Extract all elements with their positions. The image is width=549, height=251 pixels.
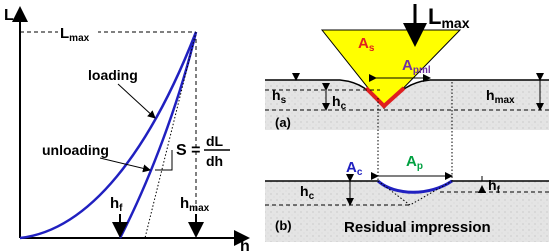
y-axis-label: L <box>4 7 14 24</box>
x-axis-label: h <box>240 238 250 251</box>
ap-label: Ap <box>406 153 423 172</box>
indenter <box>320 29 462 109</box>
lmax-label: Lmax <box>60 25 90 44</box>
hf-label: hf <box>488 177 501 196</box>
stiffness-denominator: dh <box>206 153 223 169</box>
hf-label: hf <box>110 195 123 214</box>
loading-curve <box>19 31 198 240</box>
load-label: Lmax <box>428 4 470 31</box>
material <box>265 181 549 242</box>
tangent <box>144 31 197 239</box>
panel-a: Lmax As Apml hs hc hmax (a) <box>265 4 549 130</box>
slope-triangle <box>155 150 173 171</box>
panel-label: (b) <box>275 218 292 233</box>
as-label: As <box>358 35 375 54</box>
loading-label: loading <box>88 67 138 83</box>
caption: Residual impression <box>344 219 491 236</box>
material <box>265 80 549 130</box>
apml-label: Apml <box>402 57 431 76</box>
hc-label: hc <box>332 93 347 112</box>
contact-area <box>364 86 406 109</box>
stiffness-symbol: S = <box>176 142 200 159</box>
load-displacement-graph: L h Lmax loading unloading S = dL dh hf … <box>4 6 250 251</box>
label-bg <box>58 22 98 42</box>
unloading-curve <box>118 31 198 239</box>
panel-b: Ac Ap hc hf (b) Residual impression <box>265 153 549 242</box>
hmax-label: hmax <box>180 195 210 214</box>
stiffness-numerator: dL <box>206 133 224 149</box>
residual-impression <box>377 179 453 194</box>
unloading-label: unloading <box>42 142 109 158</box>
indenter-outline <box>377 180 453 206</box>
arrow <box>99 157 151 173</box>
arrow <box>117 83 156 119</box>
panel-label: (a) <box>275 115 291 130</box>
hmax-label: hmax <box>486 87 515 106</box>
hc-label: hc <box>300 183 315 202</box>
hs-label: hs <box>272 87 287 106</box>
ac-label: Ac <box>346 159 363 178</box>
